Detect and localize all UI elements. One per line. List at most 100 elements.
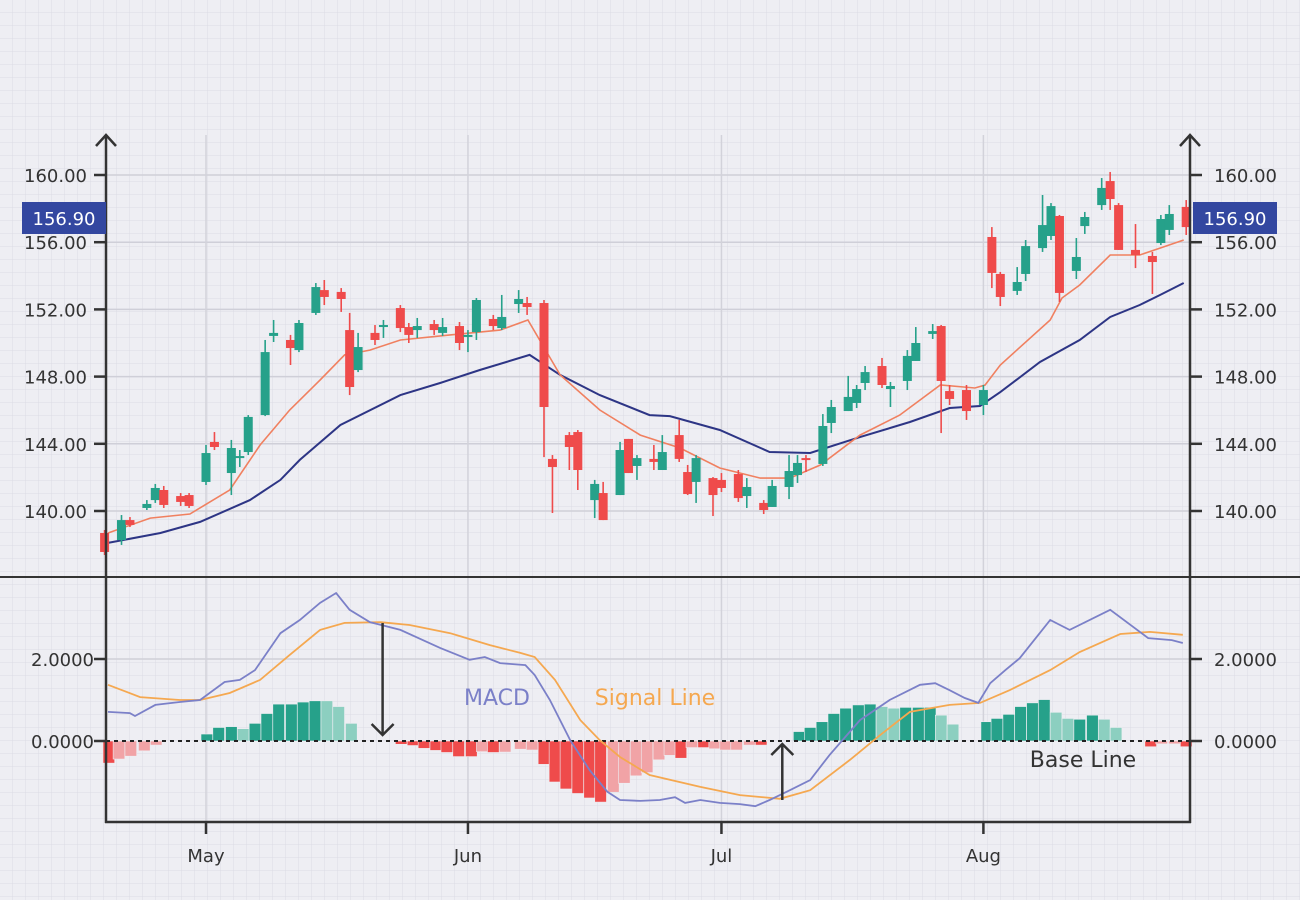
candle-body <box>826 407 836 423</box>
candle-body <box>716 479 726 488</box>
candle-body <box>767 485 777 507</box>
arrow-up-icon <box>770 742 795 756</box>
candle-body <box>395 308 405 329</box>
histogram-bar-positive <box>1026 702 1039 742</box>
macd-label: MACD <box>464 686 530 711</box>
price-tick-label-right: 148.00 <box>1214 368 1277 389</box>
histogram-bar-positive <box>1086 714 1099 742</box>
candle-bearish <box>598 481 608 521</box>
candle-bearish <box>539 299 549 458</box>
candle-body <box>539 303 549 408</box>
macd-tick-label-right: 2.0000 <box>1214 650 1277 671</box>
price-tag-bg <box>22 202 106 234</box>
candle-bearish <box>395 305 405 333</box>
candle-bearish <box>547 455 557 514</box>
month-label: Jun <box>453 846 482 867</box>
candle-bearish <box>176 493 186 506</box>
histogram-bar-negative <box>708 740 721 750</box>
candle-bullish <box>742 478 752 508</box>
right-axis-arrow-icon <box>1179 133 1201 147</box>
candle-body <box>691 458 701 482</box>
histogram-bar-negative <box>663 740 677 756</box>
histogram-bar-positive <box>272 703 285 742</box>
macd-tick-label-left: 0.0000 <box>31 732 94 753</box>
histogram-bar-negative <box>537 740 551 765</box>
price-tick-label-left: 156.00 <box>24 233 87 254</box>
candle-body <box>353 347 363 371</box>
candle-bullish <box>902 350 912 391</box>
candle-body <box>793 462 802 476</box>
histogram-bar-negative <box>674 740 688 759</box>
candle-body <box>201 453 211 482</box>
candle-bearish <box>573 430 583 490</box>
histogram-bar-negative <box>138 740 151 752</box>
candle-bearish <box>370 325 380 346</box>
histogram-bar-positive <box>899 707 912 742</box>
candle-body <box>708 478 718 496</box>
candle-bearish <box>1131 224 1140 269</box>
candle-bullish <box>793 455 802 483</box>
candle-body <box>226 448 236 474</box>
candle-bullish <box>818 414 828 466</box>
histogram-bar-positive <box>260 713 273 742</box>
candle-body <box>142 503 152 508</box>
candle-body <box>759 502 769 510</box>
histogram-bar-positive <box>1073 718 1086 742</box>
candle-body <box>370 332 380 340</box>
histogram-bar-negative <box>112 740 126 760</box>
candle-bullish <box>911 327 921 361</box>
candle-bullish <box>1038 194 1048 252</box>
candle-bearish <box>488 314 498 331</box>
candle-body <box>269 332 279 336</box>
candle-body <box>184 495 194 506</box>
candle-body <box>497 316 507 329</box>
price-tick-label-right: 156.00 <box>1214 233 1277 254</box>
candle-bullish <box>1046 203 1056 241</box>
candle-bearish <box>936 325 946 434</box>
candle-body <box>345 330 355 388</box>
candle-bullish <box>860 366 870 391</box>
candle-body <box>945 391 955 399</box>
histogram-bar-negative <box>1155 740 1168 745</box>
candle-body <box>412 326 422 331</box>
slow-moving-average-line <box>107 282 1185 544</box>
candle-bullish <box>1164 205 1174 235</box>
price-tick-label-left: 144.00 <box>24 435 87 456</box>
candle-bearish <box>100 529 110 556</box>
candle-bullish <box>463 330 473 353</box>
candle-bullish <box>1071 238 1081 279</box>
candle-body <box>649 458 659 462</box>
candle-bearish <box>404 323 414 343</box>
candle-bullish <box>767 479 777 507</box>
histogram-bar-positive <box>793 731 806 742</box>
price-tick-label-left: 160.00 <box>24 166 87 187</box>
histogram-bar-positive <box>297 701 310 742</box>
candle-bullish <box>784 455 794 500</box>
candle-body <box>243 416 253 453</box>
candle-bearish <box>286 334 295 366</box>
price-tick-label-right: 152.00 <box>1214 300 1277 321</box>
candle-bullish <box>852 385 862 409</box>
candle-body <box>1012 282 1022 291</box>
candle-bullish <box>142 500 152 510</box>
candle-body <box>117 520 126 541</box>
axes <box>0 133 1300 824</box>
candle-body <box>598 493 608 521</box>
candle-body <box>455 326 464 343</box>
histogram-bar-positive <box>320 700 333 742</box>
candle-body <box>1038 225 1048 249</box>
month-label: May <box>187 846 225 867</box>
histogram-bar-positive <box>248 723 262 742</box>
candle-bearish <box>962 385 971 420</box>
candle-body <box>632 458 642 466</box>
candle-bullish <box>1156 214 1166 246</box>
last-price-right: 156.90 <box>1204 209 1267 230</box>
candle-bullish <box>1012 267 1022 295</box>
candle-body <box>843 396 853 412</box>
candle-bullish <box>311 283 321 315</box>
signal-line-label: Signal Line <box>595 686 715 711</box>
candle-body <box>995 273 1005 297</box>
candle-body <box>928 331 938 334</box>
candle-bullish <box>471 297 481 340</box>
